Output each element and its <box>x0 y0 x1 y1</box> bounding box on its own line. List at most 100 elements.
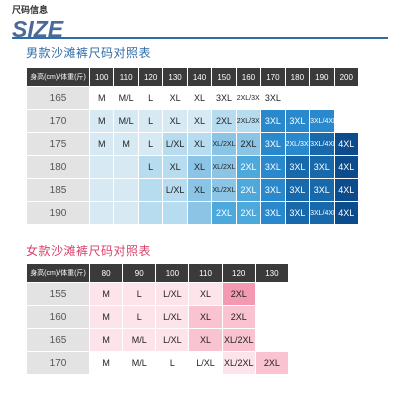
size-cell: 4XL <box>334 133 358 155</box>
size-cell: 2XL <box>236 133 261 155</box>
size-cell: 3XL <box>285 179 310 201</box>
size-cell <box>114 179 138 201</box>
height-label: 165 <box>27 329 89 351</box>
size-cell: XL/2XL <box>212 179 236 201</box>
height-label: 185 <box>27 179 89 201</box>
size-cell <box>163 202 187 224</box>
size-cell: 2XL <box>236 156 261 178</box>
weight-header: 160 <box>236 68 261 86</box>
weight-header: 90 <box>123 264 156 282</box>
size-cell: M/L <box>123 352 156 374</box>
size-cell <box>310 87 334 109</box>
size-cell: M <box>90 110 114 132</box>
weight-header: 140 <box>187 68 212 86</box>
men-table-title: 男款沙滩裤尺码对照表 <box>26 46 152 60</box>
size-cell: M/L <box>123 329 156 351</box>
size-cell: 3XL/4XL <box>310 110 334 132</box>
size-cell: 3XL <box>212 87 236 109</box>
women-table-body: 身高(cm)/体重(斤) 80 90 100 110 120 130 155 M L L/XL XL 2… <box>27 264 288 374</box>
size-cell <box>90 156 114 178</box>
size-cell: L <box>138 133 163 155</box>
size-cell: XL <box>189 283 222 305</box>
size-cell: L/XL <box>156 329 189 351</box>
size-cell <box>114 156 138 178</box>
size-cell: M/L <box>114 87 138 109</box>
size-cell: L/XL <box>156 283 189 305</box>
size-cell: 2XL/3XL <box>236 87 261 109</box>
size-cell: M <box>114 133 138 155</box>
size-cell: 2XL <box>222 306 255 328</box>
size-cell: M <box>90 329 123 351</box>
size-cell: M <box>90 87 114 109</box>
size-cell: 2XL <box>236 179 261 201</box>
size-cell <box>285 87 310 109</box>
size-cell: XL <box>163 156 187 178</box>
size-cell: XL <box>163 110 187 132</box>
weight-header: 200 <box>334 68 358 86</box>
size-cell: M/L <box>114 110 138 132</box>
size-cell: 4XL <box>334 179 358 201</box>
size-cell <box>138 202 163 224</box>
weight-header: 180 <box>285 68 310 86</box>
size-cell: 3XL <box>285 202 310 224</box>
size-cell <box>255 306 288 328</box>
size-cell: 2XL <box>212 110 236 132</box>
header-row: 身高(cm)/体重(斤) 100 110 120 130 140 150 160 170 180 1… <box>27 68 358 86</box>
table-row: 175MMLL/XLXLXL/2XL2XL3XL2XL/3XL3XL/4XL4X… <box>27 133 358 155</box>
weight-header: 110 <box>189 264 222 282</box>
header-row: 身高(cm)/体重(斤) 80 90 100 110 120 130 <box>27 264 288 282</box>
height-label: 165 <box>27 87 89 109</box>
weight-header: 120 <box>222 264 255 282</box>
table-row: 165 M M/L L/XL XL XL/2XL <box>27 329 288 351</box>
size-cell: XL <box>187 133 212 155</box>
size-cell <box>90 202 114 224</box>
size-cell: XL <box>189 329 222 351</box>
size-cell: XL/2XL <box>222 352 255 374</box>
size-cell: 2XL/3XL <box>236 110 261 132</box>
size-cell: 3XL <box>261 179 285 201</box>
size-cell: L <box>138 87 163 109</box>
size-cell: 3XL/4XL <box>310 133 334 155</box>
size-cell: XL <box>163 87 187 109</box>
table-row: 160 M L L/XL XL 2XL <box>27 306 288 328</box>
weight-header: 110 <box>114 68 138 86</box>
weight-header: 190 <box>310 68 334 86</box>
page-header: 尺码信息 SIZE <box>12 3 63 41</box>
men-table-body: 身高(cm)/体重(斤) 100 110 120 130 140 150 160 170 180 1… <box>27 68 358 224</box>
size-cell <box>187 202 212 224</box>
size-cell: XL/2XL <box>212 133 236 155</box>
height-label: 160 <box>27 306 89 328</box>
size-cell: 2XL <box>212 202 236 224</box>
weight-header: 150 <box>212 68 236 86</box>
height-label: 155 <box>27 283 89 305</box>
size-cell: 3XL <box>261 202 285 224</box>
size-cell: L/XL <box>163 179 187 201</box>
weight-header: 80 <box>90 264 123 282</box>
size-cell: 3XL <box>261 110 285 132</box>
size-cell: XL/2XL <box>212 156 236 178</box>
size-cell <box>334 110 358 132</box>
table-row: 155 M L L/XL XL 2XL <box>27 283 288 305</box>
height-label: 170 <box>27 110 89 132</box>
weight-header: 170 <box>261 68 285 86</box>
size-cell <box>90 179 114 201</box>
women-table-title: 女款沙滩裤尺码对照表 <box>26 244 152 258</box>
size-cell: L/XL <box>156 306 189 328</box>
size-cell: L/XL <box>163 133 187 155</box>
corner-header: 身高(cm)/体重(斤) <box>27 264 89 282</box>
size-cell: M <box>90 306 123 328</box>
weight-header: 100 <box>156 264 189 282</box>
height-label: 170 <box>27 352 89 374</box>
size-cell: XL <box>187 156 212 178</box>
table-row: 180 L XL XL XL/2XL 2XL 3XL 3XL 3XL 4XL <box>27 156 358 178</box>
table-row: 185 L/XL XL XL/2XL 2XL 3XL 3XL 3XL 4XL <box>27 179 358 201</box>
size-cell: 3XL <box>310 179 334 201</box>
height-label: 175 <box>27 133 89 155</box>
size-cell: XL <box>187 110 212 132</box>
size-cell: 4XL <box>334 202 358 224</box>
size-cell: M <box>90 133 114 155</box>
size-cell: XL <box>189 306 222 328</box>
